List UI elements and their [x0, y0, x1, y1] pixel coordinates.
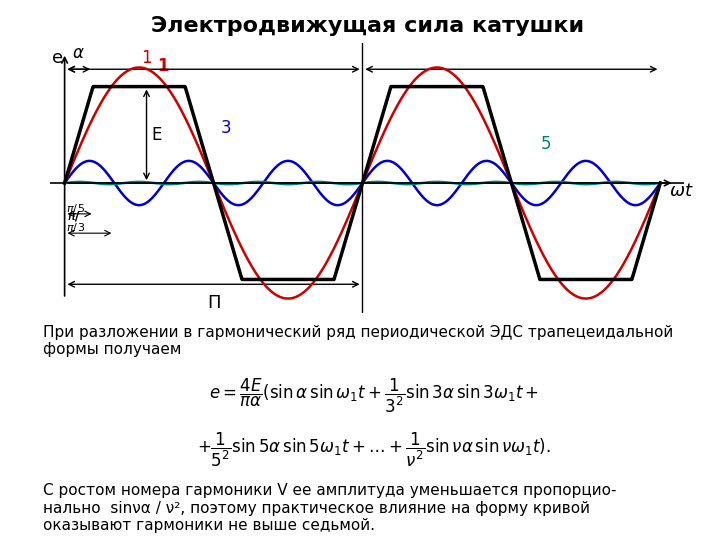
Text: $\pi/$: $\pi/$ [67, 209, 81, 223]
Text: $\alpha$: $\alpha$ [73, 44, 85, 63]
Text: $\pi/$: $\pi/$ [66, 202, 78, 215]
Text: 1: 1 [142, 49, 152, 66]
Text: С ростом номера гармоники V ее амплитуда уменьшается пропорцио-
нально  sinνα / : С ростом номера гармоники V ее амплитуда… [42, 483, 616, 533]
Text: e: e [52, 49, 63, 66]
Text: $\omega t$: $\omega t$ [670, 182, 694, 200]
Text: $3$: $3$ [78, 221, 86, 233]
Text: $\pi/$: $\pi/$ [67, 209, 81, 223]
Text: $e = \dfrac{4E}{\pi\alpha}(\sin\alpha\, \sin\omega_1 t + \dfrac{1}{3^2}\sin 3\al: $e = \dfrac{4E}{\pi\alpha}(\sin\alpha\, … [210, 377, 539, 415]
Text: $\pi/$: $\pi/$ [66, 221, 78, 234]
Text: При разложении в гармонический ряд периодической ЭДС трапецеидальной
формы получ: При разложении в гармонический ряд перио… [42, 325, 673, 357]
Text: $\Pi$: $\Pi$ [207, 294, 220, 312]
Text: E: E [151, 126, 162, 144]
Text: 1: 1 [157, 57, 168, 75]
Text: $5$: $5$ [78, 202, 86, 214]
Text: 3: 3 [220, 119, 231, 137]
Title: Электродвижущая сила катушки: Электродвижущая сила катушки [150, 16, 584, 36]
Text: $+ \dfrac{1}{5^2}\sin 5\alpha\, \sin 5\omega_1 t + \ldots + \dfrac{1}{\nu^2}\sin: $+ \dfrac{1}{5^2}\sin 5\alpha\, \sin 5\o… [197, 431, 552, 469]
Text: 5: 5 [541, 136, 552, 153]
